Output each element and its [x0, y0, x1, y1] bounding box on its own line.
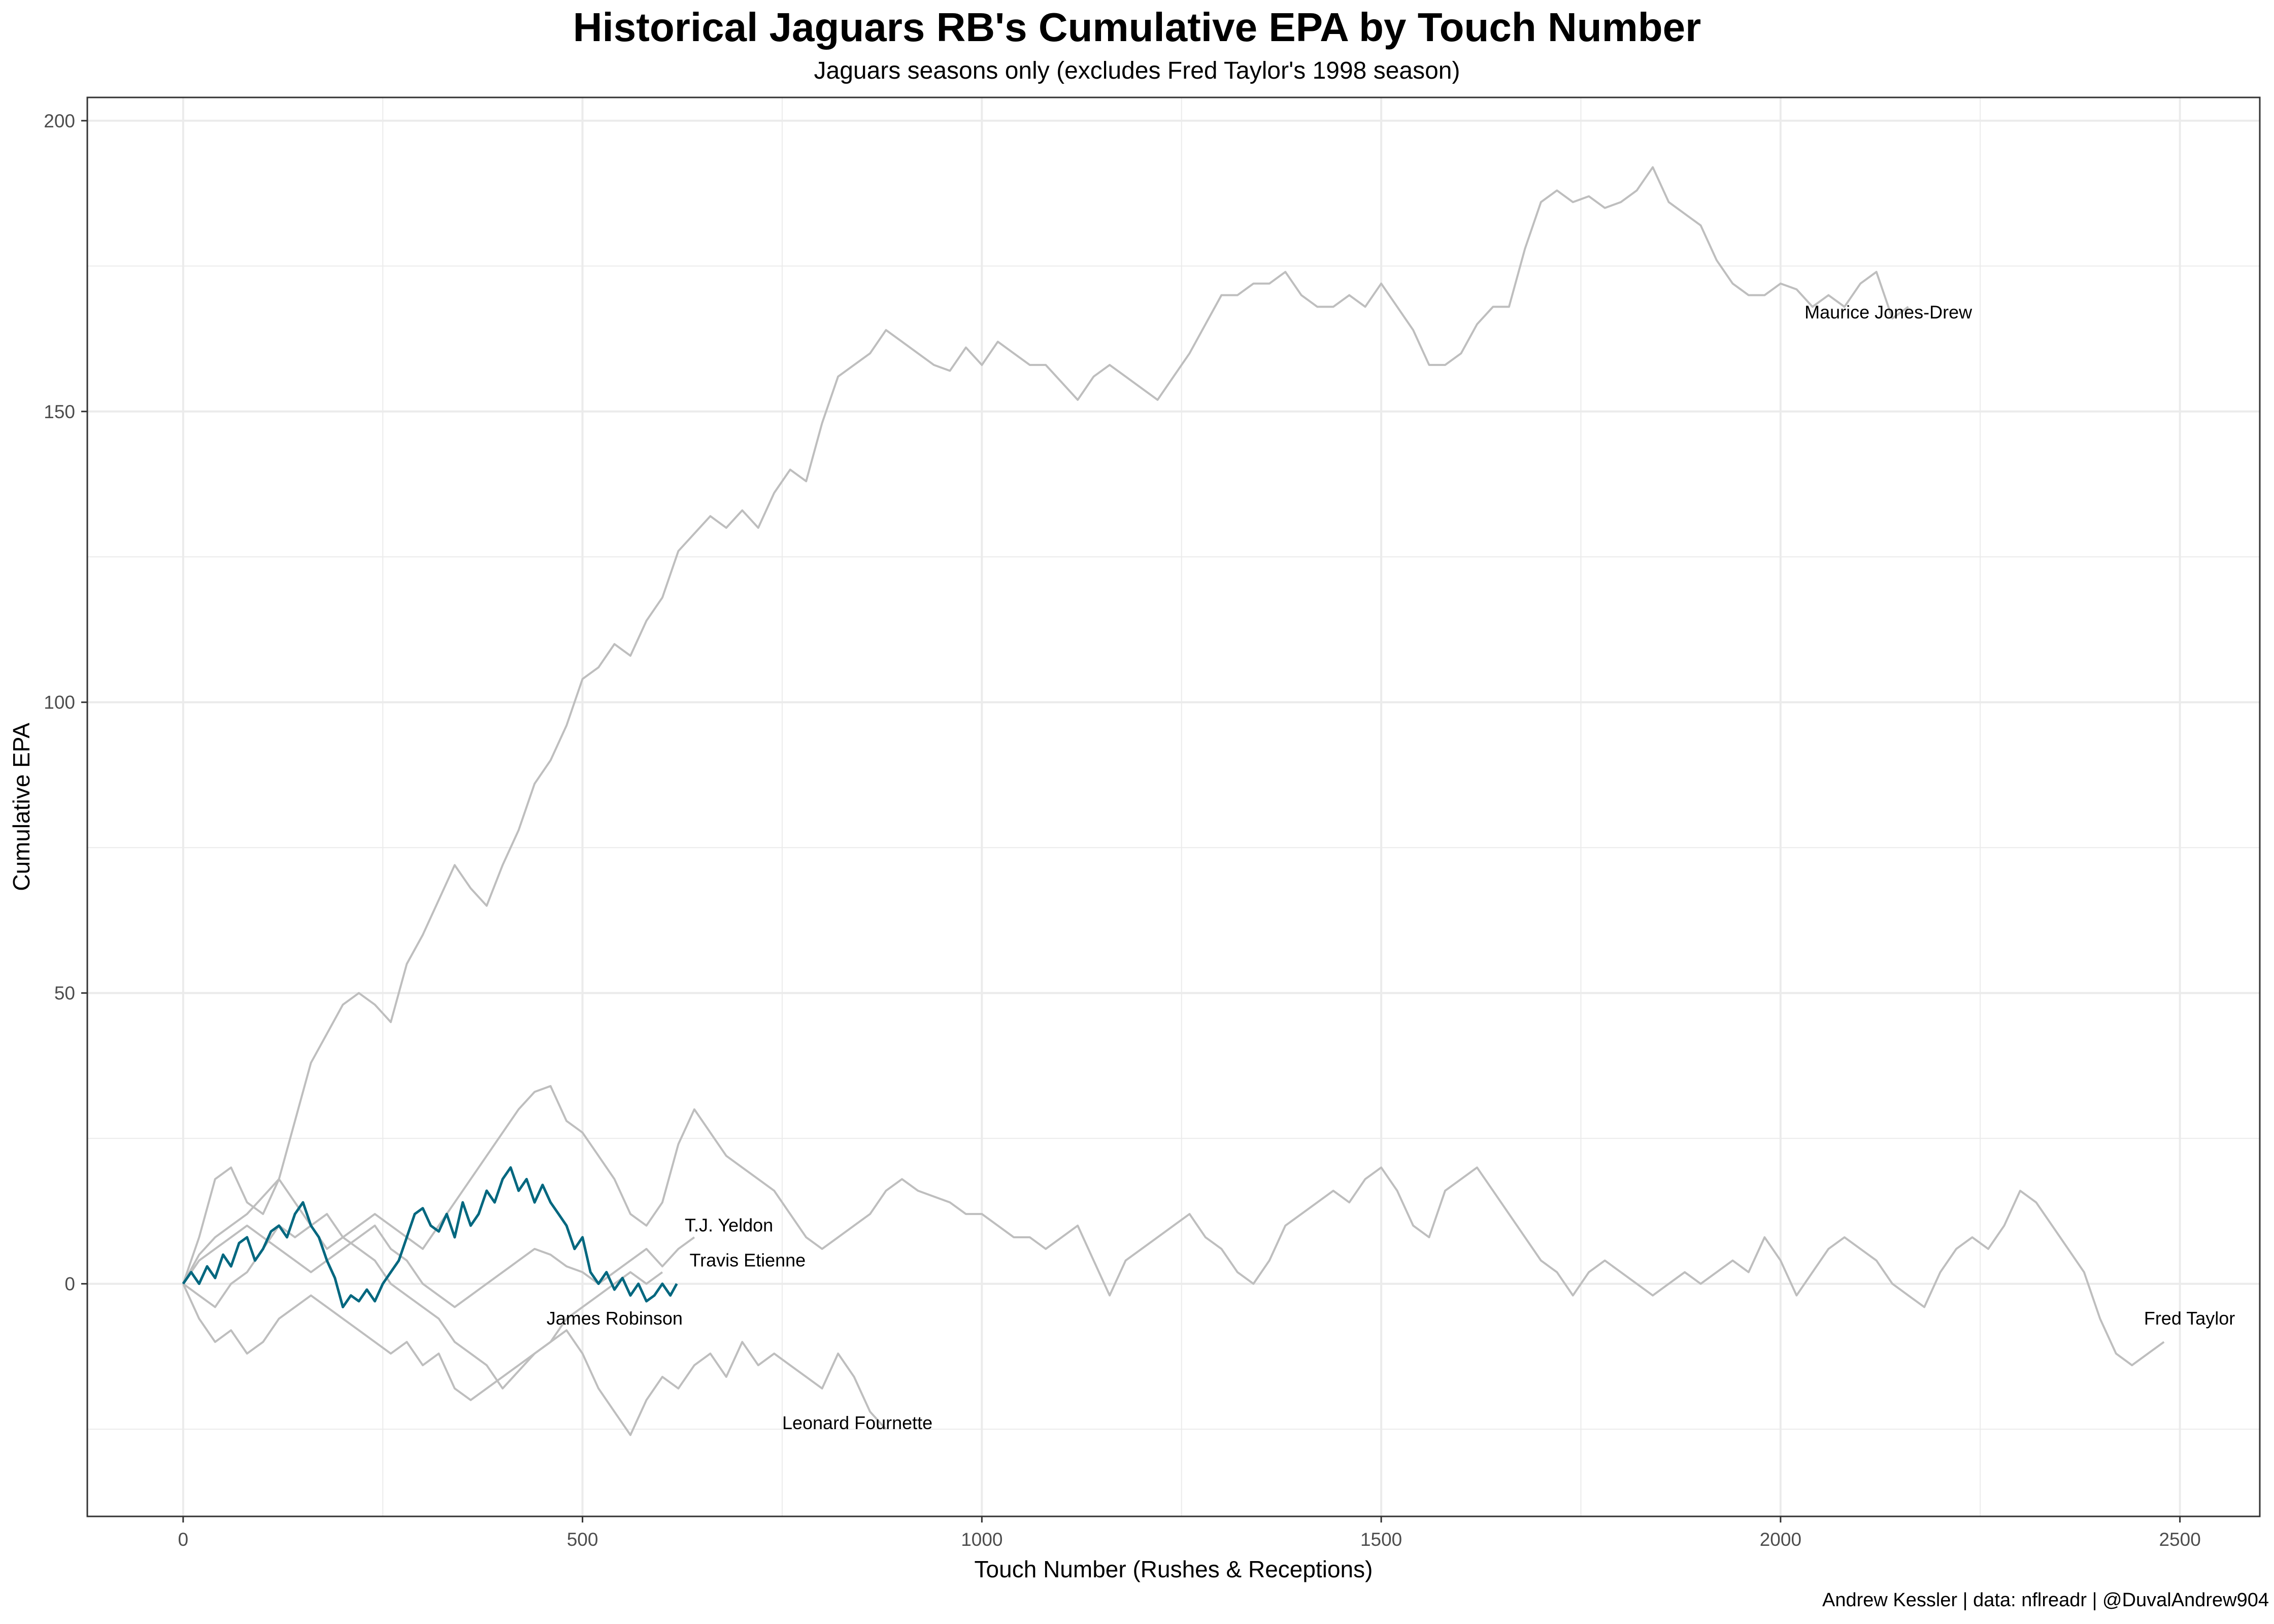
series-label-t-j-yeldon: T.J. Yeldon	[685, 1215, 773, 1236]
series-line-leonard-fournette	[182, 1283, 887, 1436]
y-tick-label: 50	[54, 983, 75, 1004]
y-tick-label: 100	[44, 692, 75, 713]
y-tick-label: 150	[44, 401, 75, 422]
x-tick-label: 500	[567, 1529, 598, 1550]
x-tick-label: 0	[178, 1529, 189, 1550]
y-axis-title: Cumulative EPA	[8, 723, 35, 891]
chart-caption: Andrew Kessler | data: nflreadr | @Duval…	[1822, 1589, 2269, 1611]
x-axis-title: Touch Number (Rushes & Receptions)	[975, 1556, 1373, 1582]
series-line-t-j-yeldon	[182, 1225, 695, 1308]
series-line-james-robinson	[182, 1213, 663, 1390]
chart-subtitle: Jaguars seasons only (excludes Fred Tayl…	[814, 57, 1460, 84]
series-label-maurice-jones-drew: Maurice Jones-Drew	[1804, 301, 1972, 322]
series-label-travis-etienne: Travis Etienne	[689, 1249, 806, 1270]
x-tick-label: 2000	[1760, 1529, 1801, 1550]
panel-border	[86, 96, 2261, 1517]
series-label-fred-taylor: Fred Taylor	[2144, 1308, 2235, 1329]
y-tick-label: 200	[44, 111, 75, 131]
series-line-maurice-jones-drew	[182, 166, 1909, 1284]
series-lines	[182, 166, 2165, 1436]
series-line-travis-etienne	[182, 1166, 678, 1308]
grid-lines	[87, 97, 2260, 1516]
x-tick-label: 1000	[961, 1529, 1002, 1550]
chart-title: Historical Jaguars RB's Cumulative EPA b…	[573, 5, 1701, 50]
y-tick-label: 0	[64, 1274, 75, 1295]
series-labels: Maurice Jones-Drew Fred Taylor T.J. Yeldon…	[547, 301, 2235, 1433]
x-tick-label: 1500	[1360, 1529, 1402, 1550]
series-label-leonard-fournette: Leonard Fournette	[782, 1412, 932, 1433]
series-label-james-robinson: James Robinson	[547, 1308, 683, 1329]
axis-ticks: 0 500 1000 1500 2000 2500 0 50 100 150 200	[44, 111, 2201, 1550]
x-tick-label: 2500	[2159, 1529, 2200, 1550]
series-line-fred-taylor	[182, 1085, 2165, 1367]
